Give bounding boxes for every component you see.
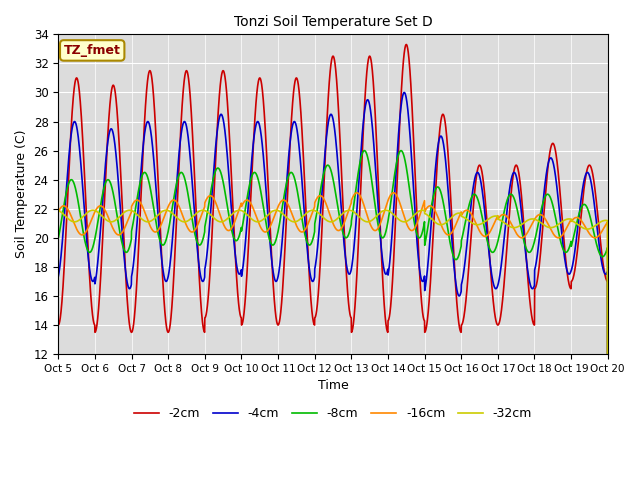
- -2cm: [54, 322, 62, 328]
- -8cm: [593, 243, 601, 249]
- -32cm: [593, 221, 601, 227]
- -32cm: [382, 207, 390, 213]
- -8cm: [289, 171, 296, 177]
- X-axis label: Time: Time: [317, 379, 348, 392]
- -8cm: [117, 235, 125, 241]
- -16cm: [390, 190, 397, 196]
- -16cm: [265, 226, 273, 232]
- Y-axis label: Soil Temperature (C): Soil Temperature (C): [15, 130, 28, 258]
- -16cm: [117, 231, 125, 237]
- -4cm: [150, 155, 157, 160]
- -32cm: [534, 218, 542, 224]
- -2cm: [593, 206, 601, 212]
- -16cm: [54, 209, 62, 215]
- -4cm: [593, 226, 601, 231]
- Legend: -2cm, -4cm, -8cm, -16cm, -32cm: -2cm, -4cm, -8cm, -16cm, -32cm: [129, 402, 537, 425]
- -16cm: [150, 228, 157, 234]
- -16cm: [593, 234, 601, 240]
- -8cm: [150, 204, 157, 210]
- -8cm: [265, 235, 273, 240]
- Line: -2cm: -2cm: [58, 45, 608, 480]
- -32cm: [54, 208, 62, 214]
- Line: -16cm: -16cm: [58, 193, 608, 480]
- -8cm: [54, 236, 62, 241]
- -4cm: [265, 227, 273, 233]
- -16cm: [289, 214, 296, 219]
- -2cm: [117, 176, 125, 181]
- Line: -4cm: -4cm: [58, 93, 608, 480]
- -2cm: [150, 93, 157, 99]
- -4cm: [54, 274, 62, 279]
- -2cm: [403, 42, 410, 48]
- -4cm: [289, 121, 296, 127]
- Title: Tonzi Soil Temperature Set D: Tonzi Soil Temperature Set D: [234, 15, 433, 29]
- -8cm: [360, 148, 368, 154]
- -32cm: [150, 216, 157, 222]
- -4cm: [117, 214, 125, 220]
- -32cm: [265, 211, 273, 217]
- -32cm: [289, 219, 296, 225]
- -2cm: [265, 200, 273, 206]
- -8cm: [534, 223, 542, 228]
- Line: -8cm: -8cm: [58, 151, 608, 480]
- -2cm: [289, 98, 296, 104]
- -4cm: [534, 247, 542, 253]
- -2cm: [534, 274, 542, 279]
- Text: TZ_fmet: TZ_fmet: [64, 44, 121, 57]
- Line: -32cm: -32cm: [58, 210, 608, 480]
- -16cm: [534, 212, 542, 218]
- -4cm: [401, 90, 408, 96]
- -32cm: [117, 213, 125, 218]
